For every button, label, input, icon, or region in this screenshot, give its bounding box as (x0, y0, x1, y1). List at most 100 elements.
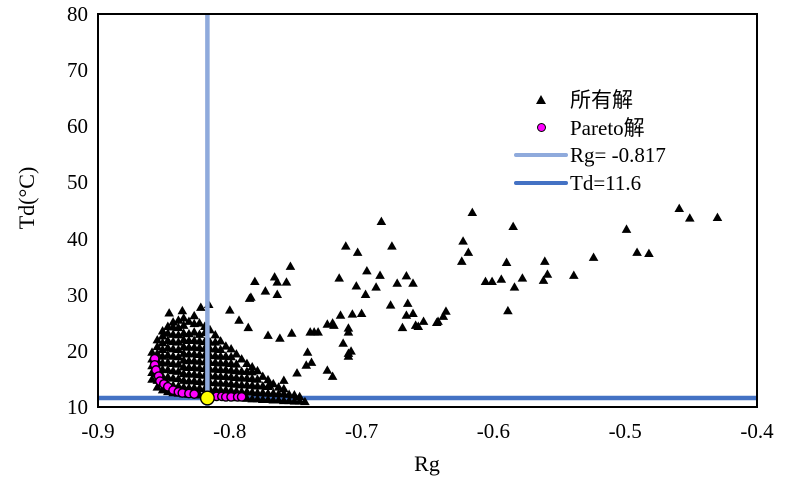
all-solution-triangle-marker (152, 341, 163, 351)
all-solution-triangle-marker (300, 396, 310, 406)
all-solution-triangle-marker (173, 344, 184, 353)
all-solution-triangle-marker (487, 276, 497, 286)
legend-label: Pareto解 (570, 116, 645, 140)
all-solution-triangle-marker (362, 265, 372, 275)
all-solution-triangle-marker (712, 212, 723, 222)
all-solution-triangle-marker (338, 338, 348, 347)
all-solution-triangle-marker (173, 373, 184, 383)
all-solution-triangle-marker (196, 302, 206, 311)
all-solution-triangle-marker (410, 320, 421, 329)
all-solution-triangle-marker (517, 273, 528, 282)
all-solution-triangle-marker (257, 371, 268, 380)
all-solution-triangle-marker (247, 361, 258, 371)
x-axis-title: Rg (414, 451, 440, 476)
all-solution-triangle-marker (568, 270, 579, 279)
all-solution-triangle-marker (540, 256, 550, 265)
all-solution-triangle-marker (292, 368, 302, 377)
all-solution-triangle-marker (397, 322, 408, 332)
all-solution-triangle-marker (392, 278, 402, 287)
all-solution-triangle-marker (456, 256, 467, 265)
all-solution-triangle-marker (178, 313, 189, 322)
all-solution-triangle-marker (272, 277, 283, 286)
all-solution-triangle-marker (285, 261, 296, 270)
all-solution-triangle-marker (335, 310, 346, 319)
legend-marker-line (514, 152, 568, 158)
all-solution-triangle-marker (225, 305, 235, 314)
all-solution-triangle-marker (508, 221, 518, 231)
all-solution-triangle-marker (509, 282, 520, 291)
all-solution-triangle-marker (632, 247, 642, 256)
all-solution-triangle-marker (234, 315, 244, 324)
all-solution-triangle-marker (221, 341, 231, 350)
all-solution-triangle-marker (152, 382, 163, 391)
all-solution-triangle-marker (231, 359, 242, 368)
legend-marker-circle (514, 122, 568, 132)
legend-item: 所有解 (514, 85, 666, 113)
all-solution-triangle-marker (538, 275, 549, 284)
all-solution-triangle-marker (273, 382, 284, 391)
all-solution-triangle-marker (286, 328, 297, 337)
x-tick-label: -0.4 (740, 419, 774, 443)
all-solution-triangle-marker (340, 241, 351, 250)
legend-marker-line (514, 180, 568, 186)
y-tick-label: 40 (67, 226, 88, 251)
all-solution-triangle-marker (194, 318, 205, 327)
all-solution-triangle-marker (164, 308, 174, 317)
all-solution-triangle-marker (250, 276, 260, 286)
all-solution-triangle-marker (385, 300, 396, 309)
all-solution-triangle-marker (279, 383, 289, 393)
all-solution-triangle-marker (264, 380, 275, 389)
all-solution-triangle-marker (438, 311, 449, 320)
x-tick-label: -0.7 (344, 419, 379, 443)
all-solution-triangle-marker (275, 333, 285, 342)
all-solution-triangle-marker (418, 316, 429, 325)
y-tick-label: 60 (67, 114, 88, 139)
all-solution-triangle-marker (542, 269, 553, 278)
all-solution-triangle-marker (306, 357, 317, 366)
y-tick-label: 30 (67, 282, 88, 307)
all-solution-triangle-marker (408, 308, 418, 318)
line-swatch-icon (514, 152, 568, 158)
all-solution-triangle-marker (173, 322, 184, 332)
all-solution-triangle-marker (343, 327, 354, 336)
all-solution-triangle-marker (210, 329, 221, 339)
all-solution-triangle-marker (347, 309, 358, 318)
y-tick-label: 50 (67, 170, 88, 195)
all-solution-triangle-marker (302, 347, 313, 356)
all-solution-triangle-marker (231, 349, 242, 358)
all-solution-triangle-marker (173, 351, 184, 361)
y-tick-label: 70 (67, 58, 88, 83)
all-solution-triangle-marker (189, 310, 200, 320)
circle-icon (536, 122, 546, 132)
all-solution-triangle-marker (263, 330, 273, 339)
all-solution-triangle-marker (252, 365, 263, 375)
all-solution-triangle-marker (480, 276, 491, 286)
pareto-circle-marker (189, 389, 200, 399)
legend-label: Td=11.6 (570, 170, 642, 195)
all-solution-triangle-marker (301, 360, 312, 369)
x-tick-label: -0.8 (213, 419, 247, 443)
legend-item: Pareto解 (514, 113, 666, 141)
all-solution-triangle-marker (157, 326, 168, 335)
plot-frame (97, 13, 758, 408)
all-solution-triangle-marker (467, 207, 478, 216)
all-solution-triangle-marker (246, 292, 256, 301)
all-solution-triangle-marker (242, 358, 252, 368)
line-swatch-icon (514, 180, 568, 186)
all-solution-triangle-marker (178, 320, 189, 329)
all-solution-triangle-marker (173, 359, 184, 368)
all-solution-triangle-marker (260, 286, 271, 295)
all-solution-triangle-marker (215, 336, 226, 345)
all-solution-triangle-marker (215, 344, 226, 353)
all-solution-triangle-marker (327, 371, 338, 380)
y-tick-label: 20 (67, 338, 88, 363)
y-tick-label: 80 (67, 2, 88, 26)
legend: 所有解 Pareto解 Rg= -0.817 Td=11.6 (514, 85, 666, 197)
all-solution-triangle-marker (376, 216, 387, 225)
all-solution-triangle-marker (226, 344, 236, 353)
all-solution-triangle-marker (458, 236, 468, 245)
all-solution-triangle-marker (236, 354, 247, 363)
all-solution-triangle-marker (401, 271, 412, 280)
y-tick-label: 10 (67, 395, 88, 419)
